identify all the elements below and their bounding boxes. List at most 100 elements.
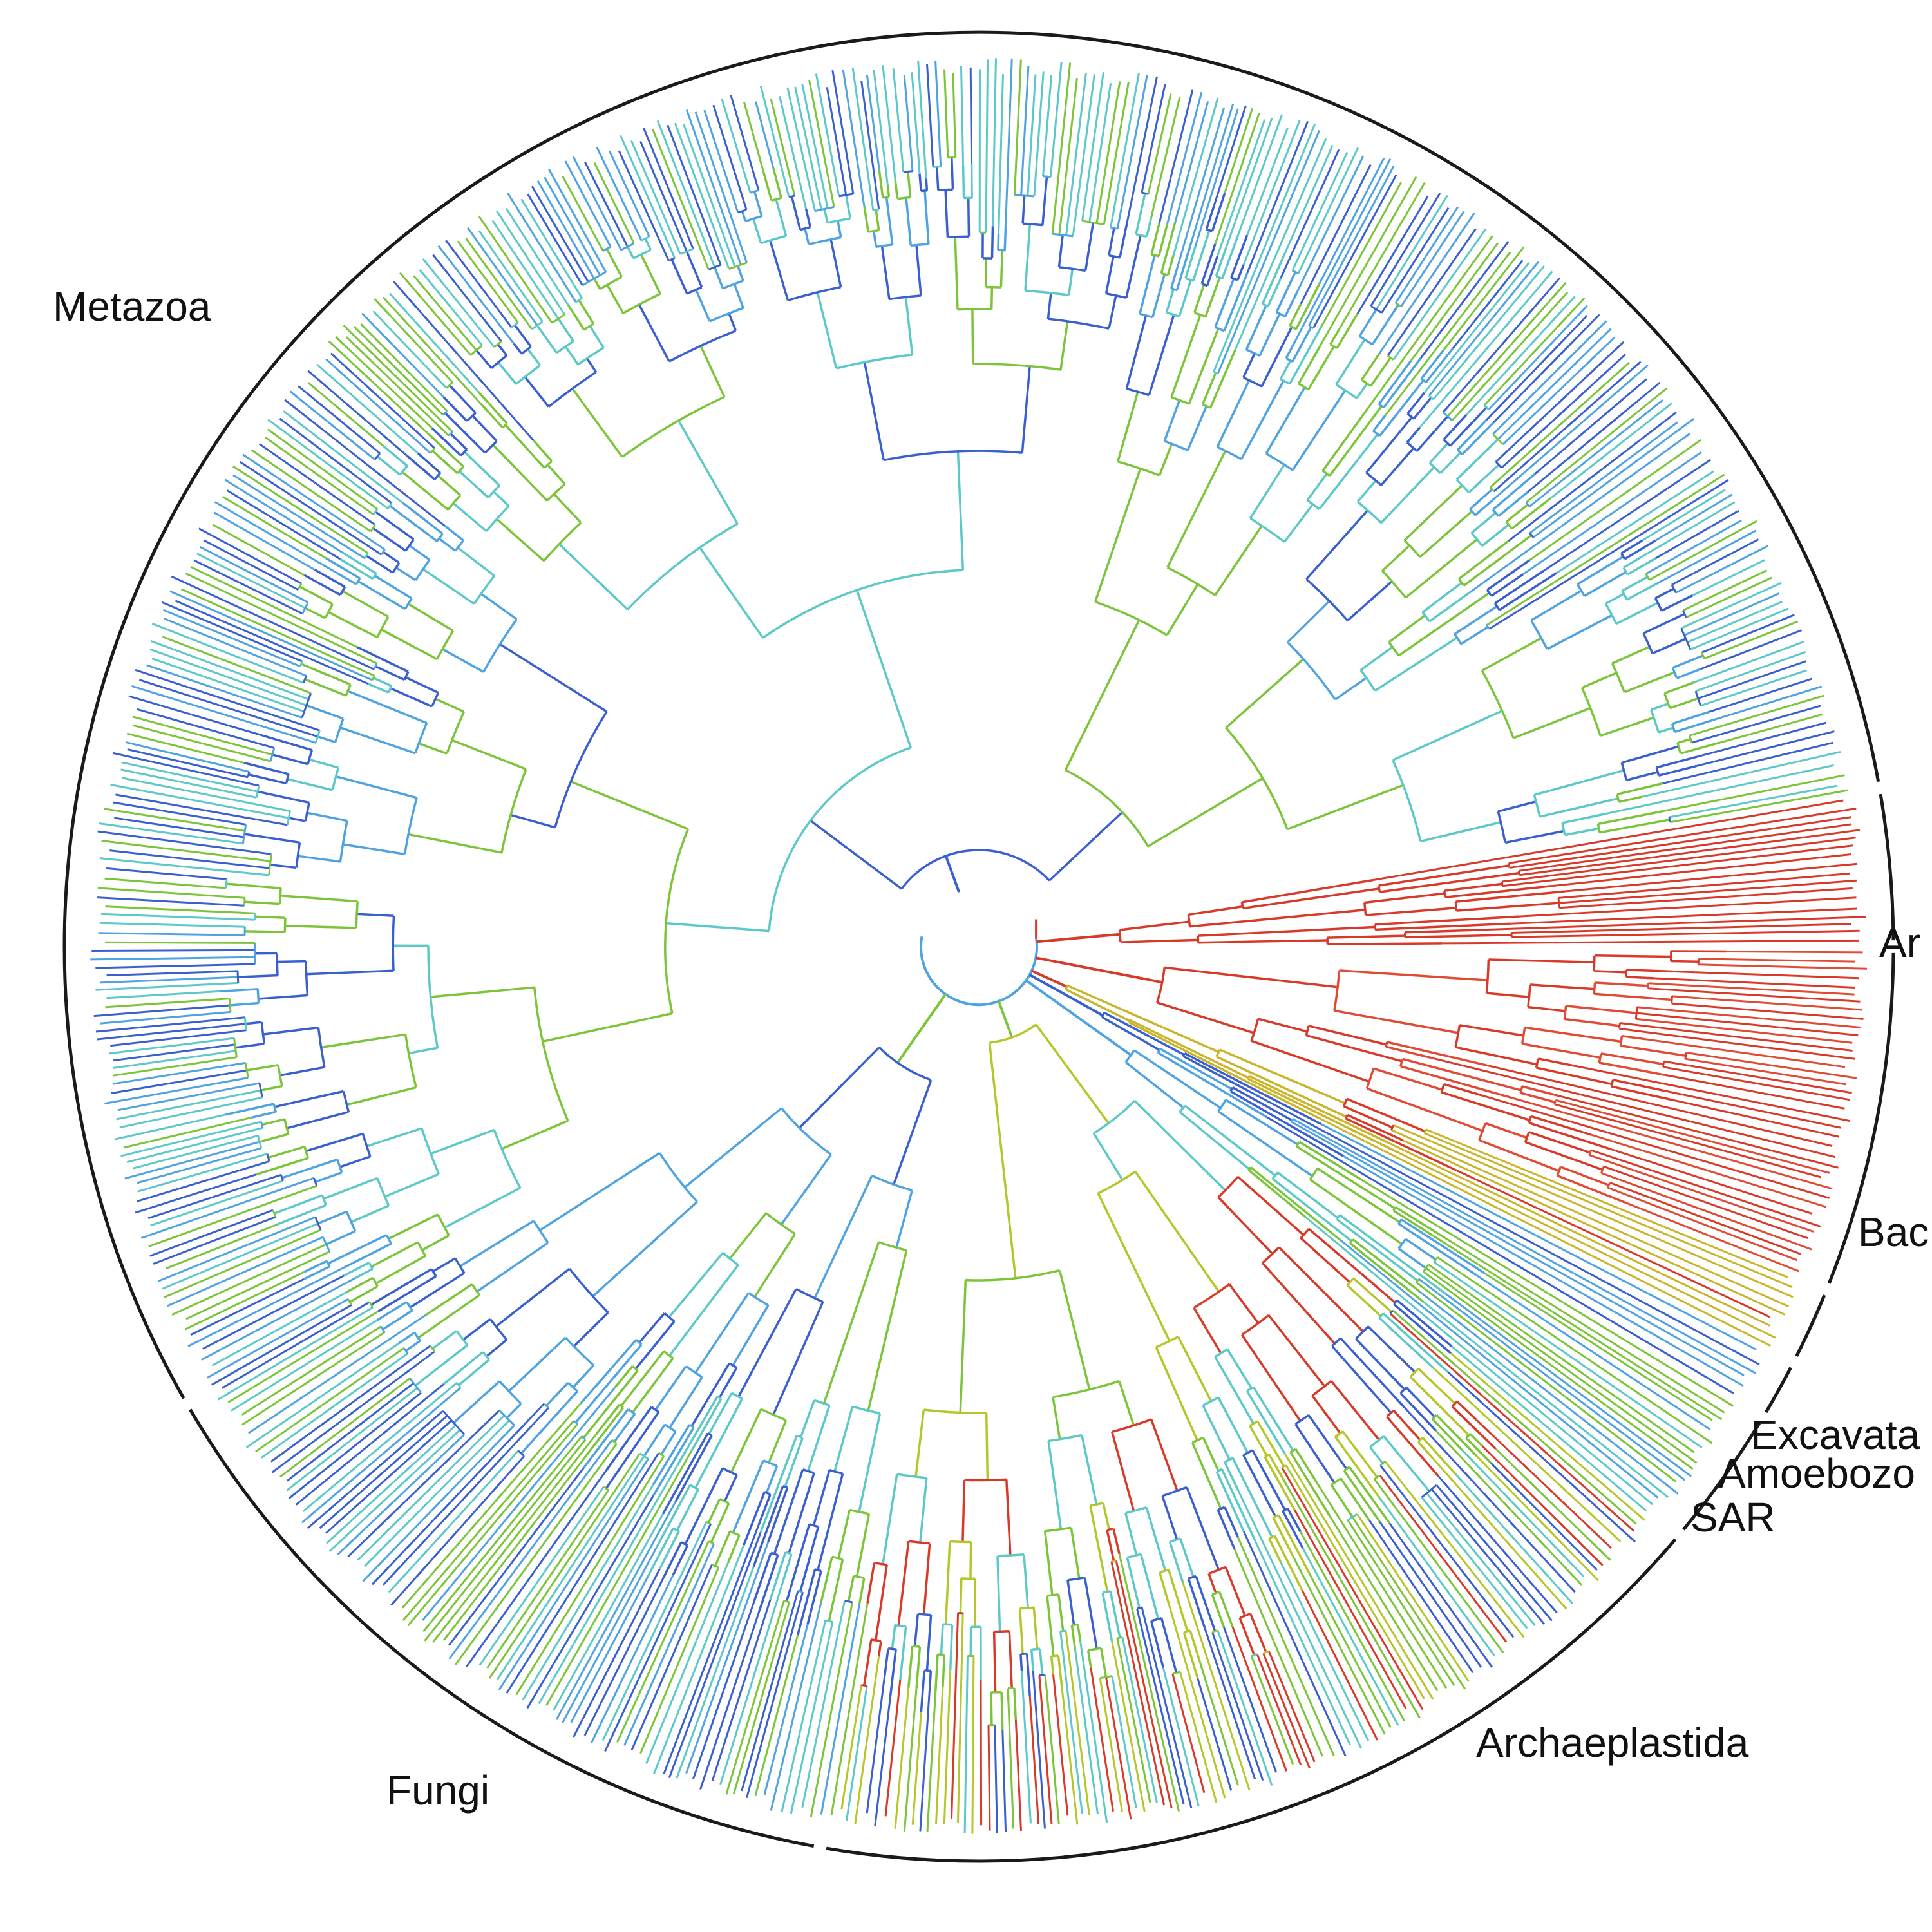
branch-stem-metazoa (1611, 645, 1651, 665)
branch-stem-metazoa (1380, 466, 1435, 524)
branch-tip-excavata (1320, 1118, 1772, 1347)
branch-tip-archaea (1559, 887, 1853, 909)
branch-tip-sar (1425, 1267, 1698, 1464)
branch-node-sar (1336, 1214, 1341, 1220)
branch-tip-metazoa (1649, 520, 1757, 581)
branch-tip-fungi (623, 1543, 715, 1747)
branch-node-metazoa (1135, 232, 1148, 238)
clade-band-archaea (1879, 793, 1895, 941)
branch-node-archaeplastida (1183, 1629, 1191, 1634)
branch-stem-metazoa (347, 690, 428, 724)
branch-stem-fungi (375, 1301, 408, 1321)
branch-tip-archaeplastida (1379, 1521, 1482, 1668)
branch-tip-metazoa (413, 275, 477, 351)
branch-stem-archaeplastida (1106, 1530, 1115, 1562)
branch-tip-metazoa (1065, 72, 1087, 236)
branch-node-metazoa (404, 1034, 417, 1088)
branch-stem-archaeplastida (1330, 1484, 1354, 1518)
branch-node-metazoa (286, 811, 291, 826)
branch-stem-archaeplastida (1385, 1416, 1440, 1477)
branch-node-metazoa (437, 1213, 450, 1236)
branch-tip-metazoa (1501, 354, 1627, 469)
branch-node-excavata (1342, 1098, 1349, 1107)
branch-node-archaeplastida (1117, 1636, 1123, 1640)
branch-stem-metazoa (1287, 784, 1404, 831)
branch-node-archaeplastida (1379, 1461, 1386, 1466)
branch-stem-metazoa (1291, 326, 1312, 363)
branch-stem-metazoa (1669, 697, 1699, 710)
branch-stem-metazoa (1652, 638, 1687, 655)
branch-node-excavata (1390, 1124, 1395, 1131)
branch-stem-metazoa (1188, 328, 1220, 404)
branch-tip-archaeplastida (1347, 1519, 1455, 1686)
branch-tip-excavata (1390, 1129, 1790, 1308)
clade-band-amoebozoa (1765, 1367, 1792, 1414)
branch-node-metazoa (750, 189, 759, 194)
branch-tip-bacteria (1663, 1066, 1850, 1101)
branch-stem-metazoa (260, 1084, 283, 1092)
branch-node-fungi (825, 1619, 833, 1623)
branch-stem-fungi (684, 1107, 782, 1189)
branch-tip-metazoa (419, 269, 484, 346)
branch-tip-fungi (448, 1439, 613, 1660)
branch-stem-metazoa (605, 248, 623, 278)
branch-node-fungi (639, 1452, 649, 1460)
branch-node-fungi (722, 1252, 739, 1266)
branch-node-archaeplastida (1088, 1647, 1101, 1652)
branch-node-metazoa (244, 1063, 249, 1078)
branch-tip-fungi (555, 1501, 677, 1720)
branch-node-metazoa (947, 235, 969, 239)
branch-tip-metazoa (169, 590, 373, 681)
branch-stem-fungi (520, 1390, 578, 1454)
branch-node-metazoa (304, 802, 310, 822)
branch-stem-metazoa (1170, 314, 1202, 398)
branch-stem-archaea (1444, 885, 1551, 899)
branch-tip-excavata (1393, 1124, 1794, 1298)
branch-stem-metazoa (315, 1171, 343, 1183)
branch-stem-fungi (652, 1424, 691, 1486)
branch-stem-metazoa (699, 547, 764, 639)
branch-tip-metazoa (110, 1029, 247, 1047)
branch-stem-metazoa (406, 454, 436, 480)
branch-tip-archaeplastida (1450, 1352, 1645, 1521)
branch-tip-metazoa (520, 198, 583, 299)
branch-stem-metazoa (475, 349, 493, 369)
branch-tip-archaeplastida (874, 1696, 891, 1827)
branch-tip-metazoa (1683, 592, 1780, 636)
branch-stem-fungi (539, 1151, 661, 1231)
branch-stem-archaeplastida (1278, 1246, 1364, 1332)
branch-node-metazoa (1292, 269, 1299, 274)
branch-stem-metazoa (374, 511, 415, 540)
branch-stem-archaeplastida (959, 1578, 963, 1613)
branch-stem-metazoa (1626, 582, 1658, 601)
branch-stem-fungi (594, 1403, 621, 1436)
branch-stem-metazoa (401, 471, 449, 511)
branch-tip-fungi (270, 1345, 431, 1463)
branch-stem-metazoa (317, 1210, 348, 1225)
branch-stem-metazoa (904, 297, 914, 355)
branch-tip-metazoa (113, 801, 247, 826)
branch-tip-archaeplastida (1378, 1497, 1495, 1656)
branch-stem-metazoa (855, 589, 912, 748)
branch-stem-metazoa (586, 357, 598, 373)
branch-tip-metazoa (683, 124, 736, 267)
branch-tip-metazoa (1508, 412, 1677, 542)
branch-stem-metazoa (442, 648, 484, 673)
branch-tip-archaeplastida (1455, 1473, 1574, 1605)
branch-stem-metazoa (626, 246, 635, 259)
branch-tip-metazoa (1680, 582, 1782, 629)
branch-tip-archaeplastida (1351, 1516, 1466, 1690)
branch-tip-archaeplastida (840, 1685, 862, 1810)
branch-tip-archaeplastida (1118, 1553, 1180, 1812)
branch-stem-bacteria (1620, 1044, 1686, 1057)
branch-stem-archaeplastida (1208, 1573, 1217, 1594)
branch-stem-archaeplastida (1334, 1436, 1381, 1499)
branch-stem-metazoa (1403, 484, 1463, 542)
branch-tip-fungi (279, 1378, 411, 1478)
branch-node-archaeplastida (1125, 1506, 1147, 1515)
branch-node-archaeplastida (1046, 1593, 1059, 1597)
branch-node-archaea (1240, 902, 1244, 909)
branch-node-fungi (635, 1339, 643, 1346)
branch-stem-archaeplastida (1118, 1380, 1135, 1426)
branch-tip-metazoa (1534, 378, 1647, 475)
